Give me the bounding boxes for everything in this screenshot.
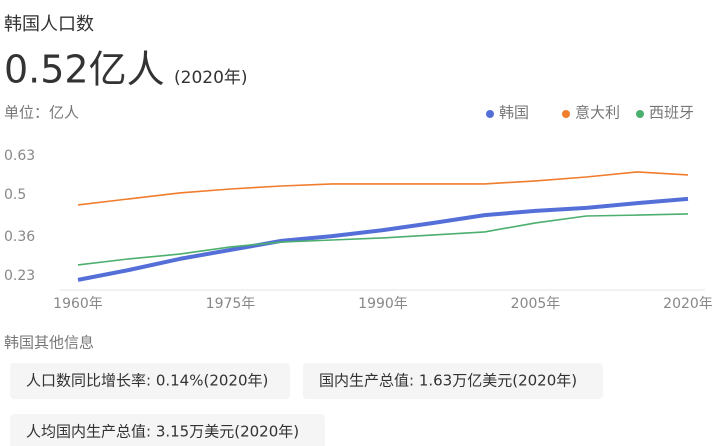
legend-marker	[636, 110, 644, 118]
info-chip[interactable]	[10, 414, 325, 446]
x-tick-label: 1960年	[53, 296, 103, 312]
x-tick-label: 1975年	[206, 296, 256, 312]
series-line	[77, 196, 689, 282]
legend-marker	[562, 110, 570, 118]
series-line	[77, 213, 689, 266]
info-text: 人口数同比增长率: 0.14%(2020年)	[26, 372, 268, 390]
x-tick-label: 2005年	[511, 296, 561, 312]
info-text: 国内生产总值: 1.63万亿美元(2020年)	[319, 372, 577, 390]
info-chip[interactable]	[10, 363, 290, 399]
title: 韩国人口数	[4, 14, 94, 35]
value-year: (2020年)	[174, 68, 248, 88]
x-tick-label: 1990年	[358, 296, 408, 312]
y-tick-label: 0.5	[4, 187, 26, 203]
unit: 单位：亿人	[4, 104, 79, 122]
legend-label: 西班牙	[649, 104, 694, 122]
y-tick-label: 0.23	[4, 268, 35, 284]
info-chip[interactable]	[303, 363, 603, 399]
info-text: 人均国内生产总值: 3.15万美元(2020年)	[26, 423, 299, 441]
big-value: 0.52亿人	[4, 48, 165, 92]
series-line	[77, 171, 689, 206]
x-tick-label: 2020年	[663, 296, 713, 312]
y-tick-label: 0.63	[4, 148, 35, 164]
legend-marker	[486, 110, 494, 118]
info-title: 韩国其他信息	[4, 334, 94, 352]
legend-label: 意大利	[575, 104, 620, 122]
legend-label: 韩国	[499, 104, 529, 122]
y-tick-label: 0.36	[4, 229, 35, 245]
